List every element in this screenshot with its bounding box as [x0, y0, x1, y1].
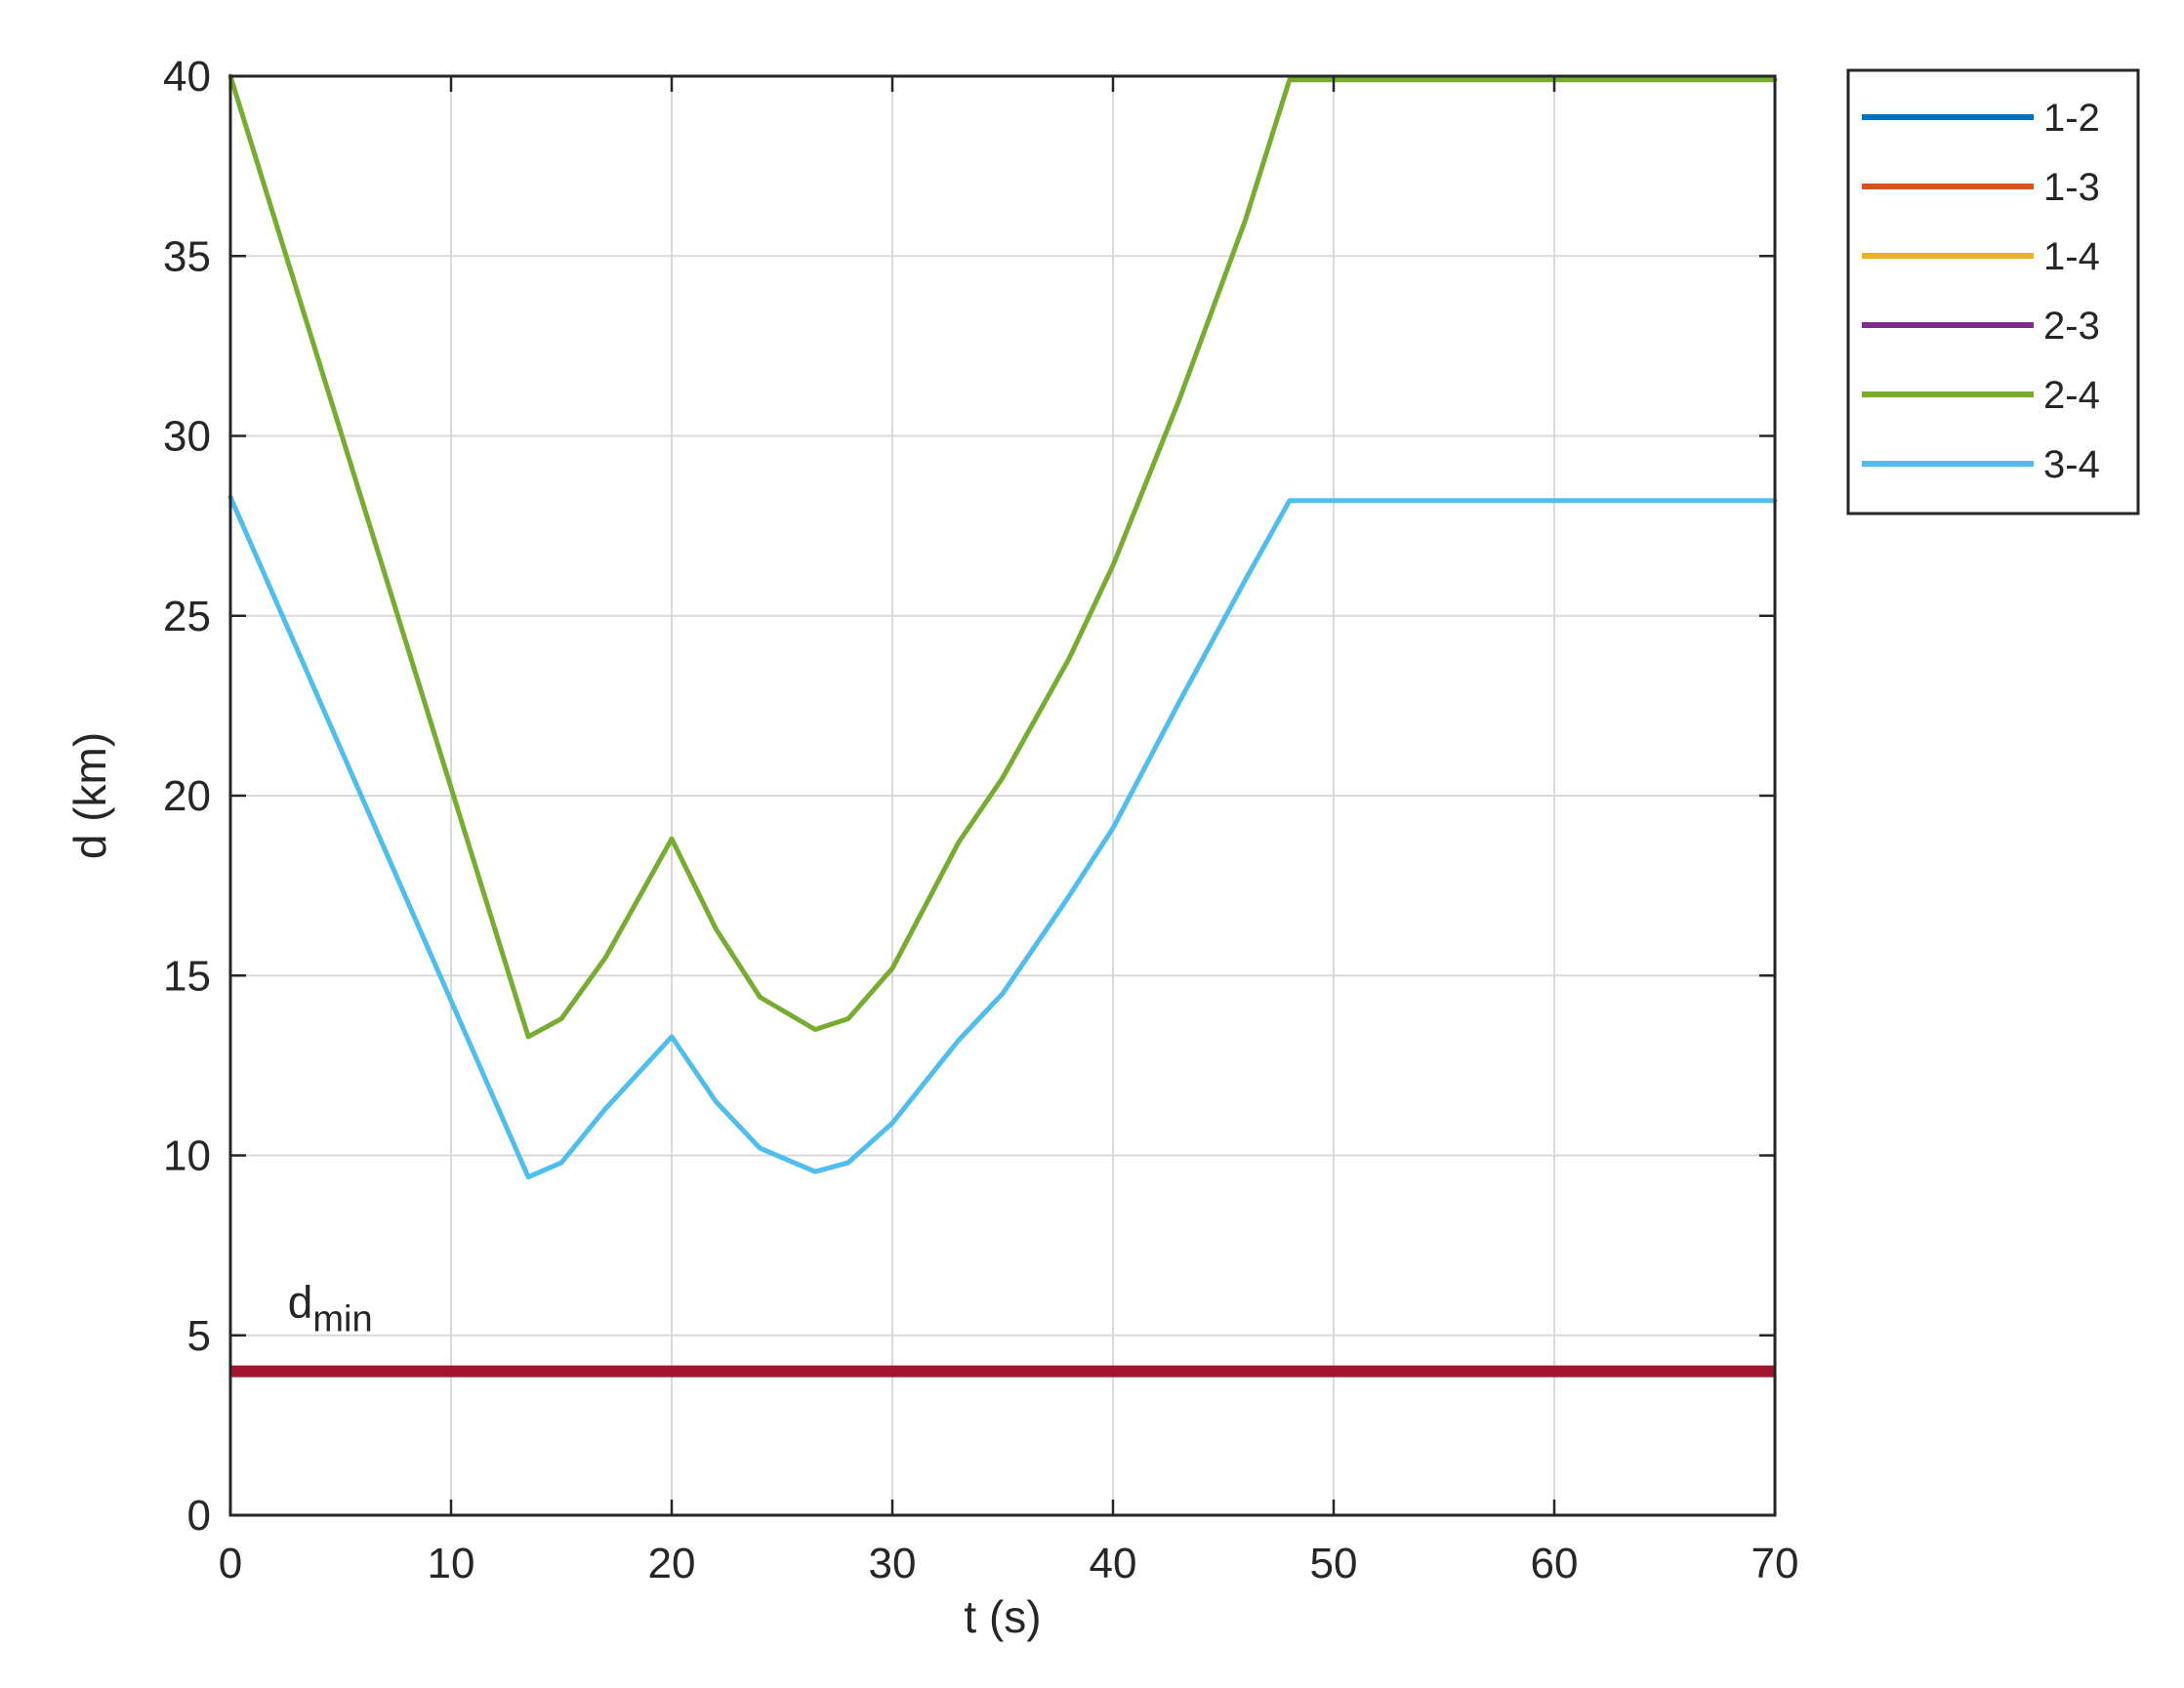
x-tick-label: 50	[1310, 1540, 1358, 1587]
dmin-label-sub: min	[312, 1298, 372, 1339]
x-tick-labels: 0 10 20 30 40 50 60 70	[219, 1540, 1799, 1587]
series-line-3-4	[227, 494, 1778, 1180]
x-tick-label: 0	[219, 1540, 242, 1587]
y-tick-label: 30	[163, 413, 211, 461]
series-layer	[227, 73, 1778, 1180]
x-tick-label: 30	[869, 1540, 917, 1587]
x-tick-label: 70	[1751, 1540, 1799, 1587]
y-tick-label: 20	[163, 772, 211, 820]
legend: 1-2 1-3 1-4 2-3 2-4 3-4	[1846, 68, 2140, 515]
legend-label-3-4: 3-4	[2043, 443, 2100, 486]
y-tick-label: 40	[163, 53, 211, 101]
threshold-layer: dmin	[230, 1276, 1775, 1378]
y-tick-label: 35	[163, 232, 211, 280]
y-tick-label: 10	[163, 1132, 211, 1180]
x-axis-label: t (s)	[964, 1591, 1041, 1642]
x-tick-label: 10	[428, 1540, 475, 1587]
y-tick-label: 25	[163, 593, 211, 640]
y-tick-labels: 0 5 10 15 20 25 30 35 40	[163, 53, 211, 1540]
x-tick-label: 40	[1090, 1540, 1137, 1587]
y-axis-label: d (km)	[64, 732, 115, 859]
x-tick-label: 20	[648, 1540, 696, 1587]
legend-label-2-3: 2-3	[2043, 305, 2100, 348]
legend-label-1-2: 1-2	[2043, 97, 2100, 140]
legend-label-2-4: 2-4	[2043, 374, 2100, 417]
y-tick-label: 0	[187, 1492, 211, 1540]
grid-lines	[229, 75, 1776, 1516]
legend-box	[1846, 68, 2140, 515]
axis-ticks	[228, 74, 1777, 1517]
y-tick-label: 15	[163, 952, 211, 1000]
y-tick-label: 5	[187, 1312, 211, 1360]
series-line-2-4	[227, 73, 1778, 1040]
dmin-label: dmin	[288, 1276, 373, 1339]
legend-label-1-4: 1-4	[2043, 235, 2100, 278]
legend-label-1-3: 1-3	[2043, 166, 2100, 209]
dmin-label-main: d	[288, 1276, 313, 1327]
x-tick-label: 60	[1531, 1540, 1579, 1587]
